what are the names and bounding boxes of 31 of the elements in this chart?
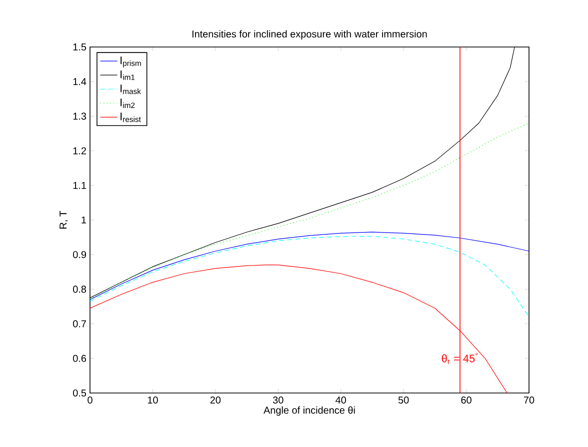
x-tick-label: 20 bbox=[210, 396, 221, 404]
x-tick-label: 30 bbox=[272, 396, 284, 404]
x-axis-title: Angle of incidence θi bbox=[264, 406, 355, 416]
y-axis-title: R, T bbox=[60, 210, 68, 229]
y-tick-label: 1.5 bbox=[73, 44, 86, 50]
legend-label: I$_{prism}$ bbox=[120, 56, 141, 68]
legend-label: I$_{im2}$ bbox=[120, 98, 135, 108]
chart-title: Intensities for inclined exposure with water immersion bbox=[192, 30, 427, 40]
y-tick-label: 1.3 bbox=[73, 112, 86, 120]
y-tick-label: 1.1 bbox=[73, 182, 86, 189]
y-tick-label: 0.7 bbox=[73, 320, 86, 328]
x-tick-label: 60 bbox=[461, 396, 472, 404]
line-series bbox=[90, 232, 529, 300]
y-tick-label: 1 bbox=[82, 216, 86, 224]
x-tick-label: 0 bbox=[88, 396, 92, 404]
annotation: θ$_{r}$ = 45$^{°}$ bbox=[442, 352, 478, 364]
legend-label: I$_{im1}$ bbox=[120, 70, 135, 80]
x-tick-label: 70 bbox=[524, 396, 534, 404]
x-tick-label: 10 bbox=[148, 396, 158, 404]
y-tick-label: 0.8 bbox=[73, 286, 86, 293]
y-tick-label: 1.2 bbox=[73, 147, 86, 154]
legend-label: I$_{resist}$ bbox=[120, 112, 141, 122]
y-tick-label: 0.6 bbox=[73, 354, 86, 362]
x-tick-label: 50 bbox=[398, 396, 409, 404]
y-tick-label: 0.9 bbox=[73, 251, 86, 258]
line-series bbox=[90, 236, 529, 318]
y-tick-label: 1.4 bbox=[73, 78, 86, 86]
line-series bbox=[90, 122, 529, 300]
x-tick-label: 40 bbox=[336, 396, 346, 404]
legend-label: I$_{mask}$ bbox=[120, 84, 141, 94]
y-tick-label: 0.5 bbox=[73, 389, 86, 397]
